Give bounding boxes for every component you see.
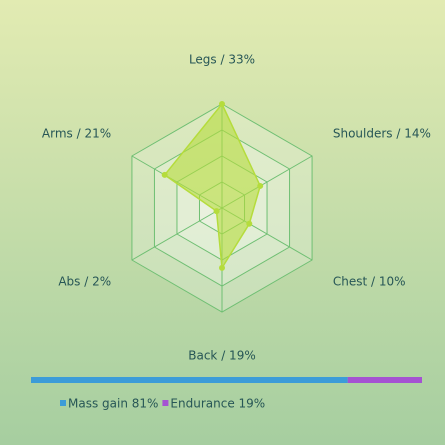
category-label: Legs / 33% <box>189 53 255 67</box>
category-label: Arms / 21% <box>42 127 111 141</box>
radar-spoke <box>131 207 223 261</box>
radar-point <box>213 208 220 215</box>
bar-segment <box>31 377 348 383</box>
legend-label: Mass gain 81% <box>68 397 158 411</box>
category-label: Abs / 2% <box>58 275 111 289</box>
radar-point <box>246 220 253 227</box>
bar-segment <box>347 377 422 383</box>
legend-label: Endurance 19% <box>170 397 265 411</box>
category-label: Back / 19% <box>188 349 255 363</box>
radar-point <box>219 101 225 107</box>
radar-point <box>219 264 225 271</box>
category-label: Chest / 10% <box>333 275 406 289</box>
radar-point <box>161 171 168 178</box>
legend-swatch <box>162 400 169 406</box>
category-label: Shoulders / 14% <box>333 127 431 141</box>
legend-swatch <box>60 400 66 406</box>
radar-point <box>257 182 264 189</box>
